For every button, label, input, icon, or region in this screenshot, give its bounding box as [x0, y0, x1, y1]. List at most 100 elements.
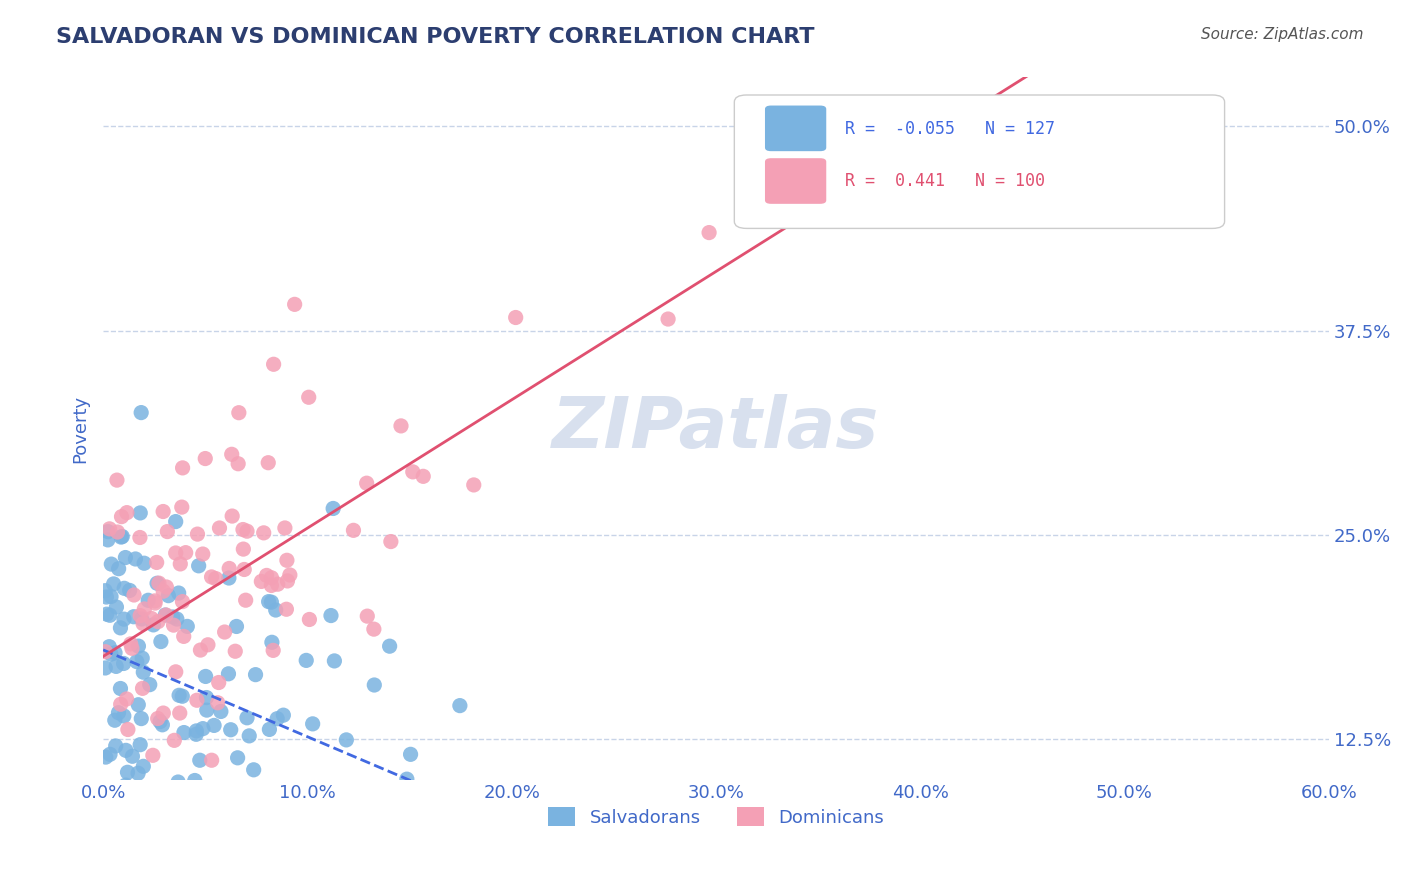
Point — [232, 542, 254, 557]
Point — [266, 577, 288, 591]
Point — [436, 844, 458, 858]
Point — [356, 609, 378, 624]
Point — [107, 524, 129, 539]
Point — [225, 619, 247, 633]
Point — [98, 522, 121, 536]
Point — [131, 681, 153, 696]
Point — [342, 524, 364, 538]
Point — [112, 582, 135, 596]
Point — [167, 688, 190, 702]
Point — [245, 667, 267, 681]
Point — [187, 558, 209, 573]
Point — [173, 725, 195, 739]
Point — [104, 713, 127, 727]
Point — [143, 594, 166, 608]
Point — [129, 712, 152, 726]
Point — [134, 602, 156, 616]
Point — [337, 846, 360, 860]
Point — [165, 805, 187, 820]
Point — [163, 733, 186, 747]
Point — [104, 805, 127, 820]
Point — [146, 615, 169, 629]
Point — [97, 524, 120, 539]
Point — [449, 698, 471, 713]
Point — [121, 749, 143, 764]
FancyBboxPatch shape — [765, 105, 827, 151]
Text: Source: ZipAtlas.com: Source: ZipAtlas.com — [1201, 27, 1364, 42]
Point — [103, 577, 125, 591]
Point — [155, 607, 177, 622]
Point — [141, 611, 163, 625]
Point — [214, 625, 236, 640]
Point — [136, 593, 159, 607]
Point — [122, 588, 145, 602]
Point — [260, 578, 283, 592]
Point — [110, 530, 132, 544]
Point — [363, 678, 385, 692]
Point — [399, 747, 422, 762]
Point — [129, 531, 152, 545]
Point — [389, 418, 412, 433]
Point — [131, 651, 153, 665]
Point — [96, 607, 118, 622]
Point — [162, 610, 184, 624]
Point — [186, 693, 208, 707]
Point — [363, 622, 385, 636]
Point — [378, 639, 401, 653]
Point — [173, 629, 195, 643]
Point — [356, 476, 378, 491]
Point — [127, 766, 149, 780]
Y-axis label: Poverty: Poverty — [72, 394, 89, 463]
Point — [105, 473, 128, 487]
Point — [264, 603, 287, 617]
Point — [117, 765, 139, 780]
Point — [132, 616, 155, 631]
Point — [243, 792, 266, 806]
Point — [115, 506, 138, 520]
Point — [186, 527, 208, 541]
Point — [505, 310, 527, 325]
Point — [169, 557, 191, 571]
Point — [117, 723, 139, 737]
Point — [242, 763, 264, 777]
Point — [129, 406, 152, 420]
Point — [148, 576, 170, 591]
Point — [134, 556, 156, 570]
Point — [149, 828, 172, 842]
Point — [132, 665, 155, 680]
Point — [860, 134, 883, 148]
Point — [315, 842, 337, 856]
Point — [114, 550, 136, 565]
Point — [238, 729, 260, 743]
Point — [165, 665, 187, 679]
Point — [204, 572, 226, 586]
Point — [105, 600, 128, 615]
Point — [146, 576, 169, 591]
Point — [190, 643, 212, 657]
Point — [110, 698, 132, 712]
Point — [172, 461, 194, 475]
Point — [233, 562, 256, 576]
Point — [101, 803, 124, 817]
Point — [226, 751, 249, 765]
Point — [184, 773, 207, 788]
Point — [697, 226, 720, 240]
Point — [657, 312, 679, 326]
Point — [236, 524, 259, 538]
Point — [191, 547, 214, 561]
Point — [200, 570, 222, 584]
Point — [114, 778, 136, 792]
Point — [112, 709, 135, 723]
Point — [301, 716, 323, 731]
Point — [295, 653, 318, 667]
Point — [256, 568, 278, 582]
Point — [142, 748, 165, 763]
Point — [111, 529, 134, 543]
Point — [257, 594, 280, 608]
Point — [127, 639, 149, 653]
Point — [278, 568, 301, 582]
Point — [218, 571, 240, 585]
Point — [232, 523, 254, 537]
Point — [323, 654, 346, 668]
Point — [260, 571, 283, 585]
